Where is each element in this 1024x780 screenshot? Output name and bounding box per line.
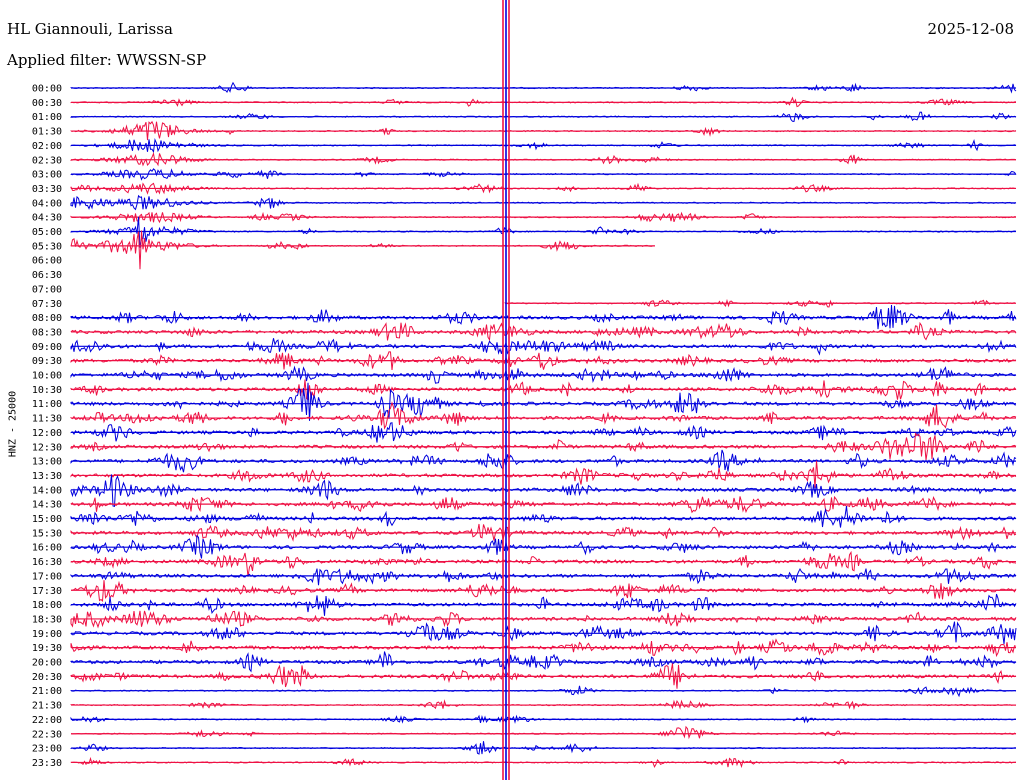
time-label: 01:30	[32, 127, 62, 138]
time-label: 15:00	[32, 514, 62, 525]
time-label: 02:30	[32, 155, 62, 166]
time-label: 11:30	[32, 414, 62, 425]
time-label: 07:00	[32, 284, 62, 295]
time-label: 01:00	[32, 112, 62, 123]
time-label: 05:30	[32, 241, 62, 252]
time-label: 10:00	[32, 371, 62, 382]
seismic-trace	[70, 230, 655, 270]
seismic-trace	[70, 567, 1017, 586]
time-label: 07:30	[32, 299, 62, 310]
time-label: 03:30	[32, 184, 62, 195]
time-label: 05:00	[32, 227, 62, 238]
time-label: 14:30	[32, 500, 62, 511]
time-label: 12:30	[32, 442, 62, 453]
seismic-trace	[70, 534, 1017, 559]
time-label: 19:00	[32, 629, 62, 640]
time-label: 06:00	[32, 256, 62, 267]
time-label: 18:30	[32, 614, 62, 625]
seismic-trace	[70, 460, 1017, 488]
time-label: 21:30	[32, 701, 62, 712]
seismic-trace	[70, 550, 1017, 577]
time-label: 15:30	[32, 528, 62, 539]
time-label: 11:00	[32, 399, 62, 410]
time-label: 09:30	[32, 356, 62, 367]
seismic-trace	[70, 216, 1017, 248]
time-label: 23:30	[32, 758, 62, 769]
time-label: 14:00	[32, 485, 62, 496]
time-label: 23:00	[32, 744, 62, 755]
time-label: 22:30	[32, 729, 62, 740]
time-label: 17:00	[32, 571, 62, 582]
filter-name: WWSSN-SP	[116, 51, 207, 69]
time-label: 21:00	[32, 686, 62, 697]
time-label: 00:30	[32, 98, 62, 109]
seismic-trace	[70, 651, 1017, 673]
time-label: 16:30	[32, 557, 62, 568]
filter-prefix: Applied filter:	[7, 51, 112, 69]
time-label: 02:00	[32, 141, 62, 152]
time-label: 03:00	[32, 170, 62, 181]
time-label: 18:00	[32, 600, 62, 611]
time-label: 12:00	[32, 428, 62, 439]
time-label: 13:00	[32, 457, 62, 468]
time-label: 17:30	[32, 586, 62, 597]
filter-line: Applied filter: WWSSN-SP	[7, 51, 206, 69]
time-label: 04:00	[32, 198, 62, 209]
time-label: 08:30	[32, 327, 62, 338]
seismic-trace	[70, 725, 1017, 740]
time-label: 19:30	[32, 643, 62, 654]
time-label: 13:30	[32, 471, 62, 482]
time-label: 08:00	[32, 313, 62, 324]
time-label: 20:00	[32, 658, 62, 669]
time-label: 09:00	[32, 342, 62, 353]
seismic-trace	[70, 401, 1017, 430]
time-label: 10:30	[32, 385, 62, 396]
time-label: 16:00	[32, 543, 62, 554]
time-label: 20:30	[32, 672, 62, 683]
station-title: HL Giannouli, Larissa	[7, 20, 173, 38]
time-label: 22:00	[32, 715, 62, 726]
date-label: 2025-12-08	[927, 20, 1014, 38]
time-label: 04:30	[32, 213, 62, 224]
time-label: 06:30	[32, 270, 62, 281]
time-label: 00:00	[32, 84, 62, 95]
